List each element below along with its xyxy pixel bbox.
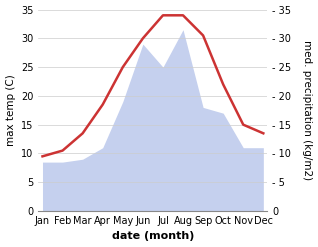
Y-axis label: med. precipitation (kg/m2): med. precipitation (kg/m2) [302, 40, 313, 180]
Y-axis label: max temp (C): max temp (C) [5, 74, 16, 146]
X-axis label: date (month): date (month) [112, 231, 194, 242]
